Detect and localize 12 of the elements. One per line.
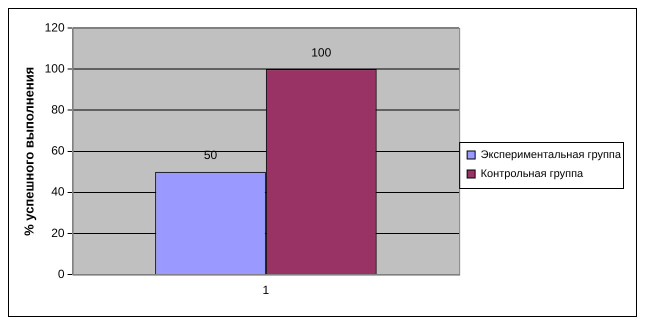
legend-label: Контрольная группа (480, 168, 584, 180)
y-tick-label: 40 (51, 184, 65, 199)
y-tick-label: 100 (44, 61, 65, 76)
legend-label: Экспериментальная группа (480, 149, 622, 162)
y-tick-label: 20 (51, 226, 65, 240)
x-tick-label: 1 (262, 283, 270, 298)
y-tick-label: 60 (51, 144, 65, 158)
y-tick-label: 80 (51, 102, 65, 117)
y-axis-title: % успешного выполнения (21, 66, 36, 236)
y-tick-label: 120 (44, 20, 65, 34)
data-label: 100 (311, 45, 332, 60)
y-tick-label: 0 (58, 266, 65, 281)
